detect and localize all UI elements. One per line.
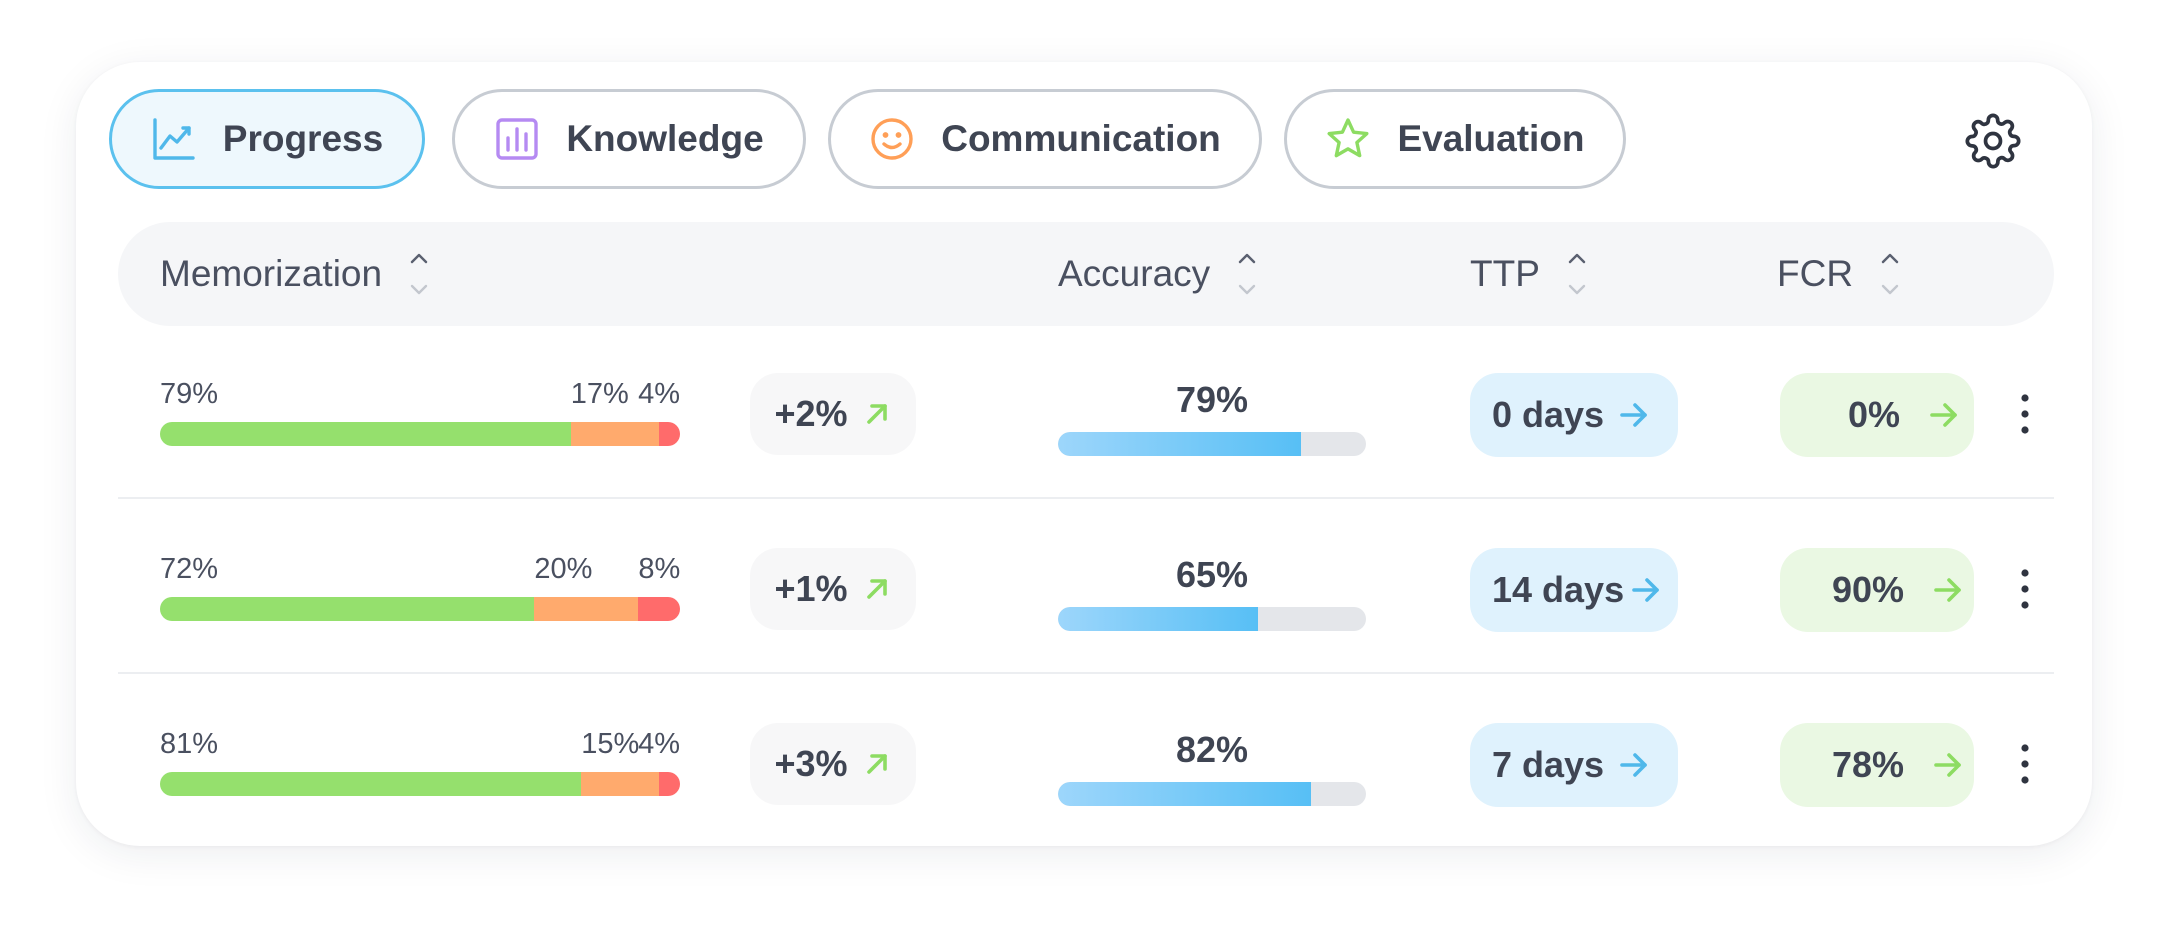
column-label-ttp: TTP — [1470, 253, 1540, 294]
column-header-accuracy[interactable]: Accuracy — [1058, 222, 1258, 326]
row-divider — [118, 672, 2054, 674]
more-options-icon[interactable] — [2016, 565, 2034, 613]
more-options-icon[interactable] — [2016, 740, 2034, 788]
more-options-icon[interactable] — [2016, 390, 2034, 438]
sort-icon — [410, 253, 428, 295]
accuracy-bar — [1058, 782, 1366, 806]
sort-icon — [1568, 253, 1586, 295]
table-row: 72% 20% 8% +1% 65% 14 days — [118, 501, 2054, 675]
accuracy-cell: 82% — [1058, 728, 1366, 806]
ttp-badge[interactable]: 0 days — [1470, 373, 1678, 457]
table-row: 79% 17% 4% +2% 79% 0 days — [118, 326, 2054, 500]
memorization-green-label: 81% — [160, 728, 219, 760]
memorization-breakdown: 72% 20% 8% — [160, 553, 681, 621]
row-divider — [118, 497, 2054, 499]
fcr-value: 78% — [1832, 744, 1905, 785]
memorization-red-label: 8% — [638, 553, 681, 585]
accuracy-cell: 79% — [1058, 378, 1366, 456]
gear-icon[interactable] — [1965, 113, 2021, 169]
fcr-value: 0% — [1848, 394, 1901, 435]
memorization-delta-badge: +1% — [750, 548, 916, 630]
memorization-segment-red — [659, 772, 680, 796]
memorization-delta-badge: +2% — [750, 373, 916, 455]
arrow-up-right-icon — [866, 754, 887, 774]
progress-card: Progress Knowledge Communication Evaluat… — [76, 62, 2092, 846]
accuracy-cell: 65% — [1058, 553, 1366, 631]
memorization-segment-green — [160, 422, 571, 446]
column-header-memorization[interactable]: Memorization — [160, 222, 430, 326]
accuracy-bar-fill — [1058, 607, 1259, 631]
accuracy-value: 82% — [1175, 729, 1249, 770]
memorization-bar — [160, 422, 680, 446]
memorization-green-label: 72% — [160, 553, 219, 585]
column-label-accuracy: Accuracy — [1058, 253, 1211, 294]
arrow-up-right-icon — [866, 404, 887, 424]
memorization-bar — [160, 597, 680, 621]
bar-chart-icon — [496, 118, 539, 160]
memorization-green-label: 79% — [160, 378, 219, 410]
arrow-right-icon — [1930, 403, 1957, 427]
memorization-segment-orange — [570, 422, 660, 446]
memorization-orange-label: 15% — [581, 728, 640, 760]
ttp-value: 7 days — [1492, 744, 1605, 785]
sort-icon — [1238, 253, 1256, 295]
memorization-segment-green — [160, 597, 535, 621]
accuracy-bar — [1058, 607, 1366, 631]
memorization-segment-red — [638, 597, 680, 621]
delta-value: +3% — [774, 743, 848, 784]
memorization-segment-orange — [534, 597, 639, 621]
column-label-fcr: FCR — [1777, 253, 1854, 294]
table-header: Memorization Accuracy TTP FCR — [118, 222, 2054, 326]
accuracy-bar-fill — [1058, 782, 1311, 806]
memorization-segment-red — [659, 422, 680, 446]
fcr-badge[interactable]: 90% — [1780, 548, 1974, 632]
delta-value: +1% — [774, 568, 848, 609]
tab-communication[interactable]: Communication — [828, 89, 1262, 189]
memorization-red-label: 4% — [638, 728, 680, 760]
fcr-value: 90% — [1832, 569, 1905, 610]
sort-icon — [1881, 253, 1899, 295]
tab-knowledge[interactable]: Knowledge — [452, 89, 806, 189]
ttp-value: 0 days — [1492, 394, 1605, 435]
delta-value: +2% — [774, 393, 848, 434]
ttp-badge[interactable]: 7 days — [1470, 723, 1678, 807]
ttp-badge[interactable]: 14 days — [1470, 548, 1678, 632]
accuracy-bar-fill — [1058, 432, 1302, 456]
accuracy-bar — [1058, 432, 1366, 456]
table-row: 81% 15% 4% +3% 82% 7 days — [118, 676, 2054, 850]
memorization-segment-orange — [581, 772, 660, 796]
tab-progress-label: Progress — [222, 118, 384, 159]
star-icon — [1327, 118, 1369, 158]
memorization-orange-label: 20% — [534, 553, 593, 585]
arrow-right-icon — [1934, 753, 1961, 777]
tab-progress[interactable]: Progress — [109, 89, 425, 189]
arrow-right-icon — [1934, 578, 1961, 602]
arrow-right-icon — [1620, 403, 1647, 427]
memorization-red-label: 4% — [638, 378, 680, 410]
ttp-value: 14 days — [1492, 569, 1625, 610]
column-header-ttp[interactable]: TTP — [1470, 222, 1588, 326]
arrow-up-right-icon — [866, 579, 887, 599]
memorization-bar — [160, 772, 680, 796]
memorization-segment-green — [160, 772, 582, 796]
memorization-breakdown: 79% 17% 4% — [160, 378, 680, 446]
tab-knowledge-label: Knowledge — [566, 118, 764, 159]
tab-communication-label: Communication — [941, 118, 1221, 159]
accuracy-value: 79% — [1175, 379, 1249, 420]
column-label-memorization: Memorization — [160, 253, 383, 294]
memorization-orange-label: 17% — [570, 378, 629, 410]
smiley-icon — [871, 118, 913, 160]
fcr-badge[interactable]: 78% — [1780, 723, 1974, 807]
chart-line-icon — [153, 118, 195, 160]
memorization-breakdown: 81% 15% 4% — [160, 728, 680, 796]
column-header-fcr[interactable]: FCR — [1777, 222, 1901, 326]
accuracy-value: 65% — [1175, 554, 1249, 595]
fcr-badge[interactable]: 0% — [1780, 373, 1974, 457]
arrow-right-icon — [1620, 753, 1647, 777]
tab-evaluation[interactable]: Evaluation — [1284, 89, 1626, 189]
tab-evaluation-label: Evaluation — [1397, 118, 1585, 159]
arrow-right-icon — [1632, 578, 1659, 602]
memorization-delta-badge: +3% — [750, 723, 916, 805]
